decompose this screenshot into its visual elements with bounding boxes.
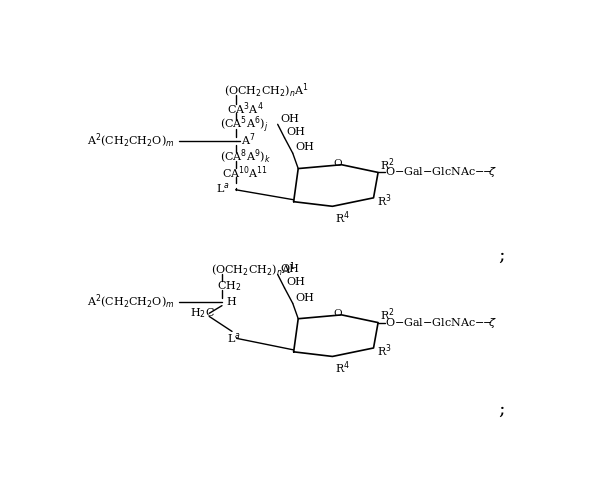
Text: H: H <box>227 297 236 307</box>
Text: L$^a$: L$^a$ <box>216 181 230 195</box>
Text: (OCH$_2$CH$_2$)$_n$A$^1$: (OCH$_2$CH$_2$)$_n$A$^1$ <box>211 260 295 279</box>
Text: O$-$Gal$-$GlcNAc$-\!\!-\!\!\!\zeta$: O$-$Gal$-$GlcNAc$-\!\!-\!\!\!\zeta$ <box>385 316 498 330</box>
Text: CA$^3$A$^4$: CA$^3$A$^4$ <box>227 100 263 117</box>
Text: ;: ; <box>498 402 505 419</box>
Text: A$^7$: A$^7$ <box>241 132 256 148</box>
Text: O$-$Gal$-$GlcNAc$-\!\!-\!\!\!\zeta$: O$-$Gal$-$GlcNAc$-\!\!-\!\!\!\zeta$ <box>385 166 498 179</box>
Text: H$_2$C: H$_2$C <box>190 306 215 320</box>
Text: R$^2$: R$^2$ <box>380 306 395 323</box>
Text: A$^2$(CH$_2$CH$_2$O)$_m$: A$^2$(CH$_2$CH$_2$O)$_m$ <box>87 132 175 150</box>
Text: O: O <box>333 309 342 318</box>
Text: CH$_2$: CH$_2$ <box>217 279 242 293</box>
Text: OH: OH <box>287 127 306 137</box>
Text: R$^4$: R$^4$ <box>335 360 350 376</box>
Text: R$^4$: R$^4$ <box>335 210 350 226</box>
Text: R$^3$: R$^3$ <box>377 343 392 359</box>
Text: OH: OH <box>280 264 299 274</box>
Text: OH: OH <box>295 142 314 152</box>
Text: L$^a$: L$^a$ <box>227 332 241 345</box>
Text: OH: OH <box>295 292 314 302</box>
Text: (CA$^8$A$^9$)$_k$: (CA$^8$A$^9$)$_k$ <box>220 148 270 166</box>
Text: O: O <box>333 159 342 168</box>
Text: R$^2$: R$^2$ <box>380 156 395 173</box>
Text: (OCH$_2$CH$_2$)$_n$A$^1$: (OCH$_2$CH$_2$)$_n$A$^1$ <box>224 82 309 100</box>
Text: A$^2$(CH$_2$CH$_2$O)$_m$: A$^2$(CH$_2$CH$_2$O)$_m$ <box>87 292 175 311</box>
Text: ;: ; <box>498 248 505 266</box>
Text: CA$^{10}$A$^{11}$: CA$^{10}$A$^{11}$ <box>222 164 268 181</box>
Text: (CA$^5$A$^6$)$_j$: (CA$^5$A$^6$)$_j$ <box>220 114 268 135</box>
Text: OH: OH <box>280 114 299 124</box>
Text: OH: OH <box>287 277 306 287</box>
Text: R$^3$: R$^3$ <box>377 192 392 209</box>
